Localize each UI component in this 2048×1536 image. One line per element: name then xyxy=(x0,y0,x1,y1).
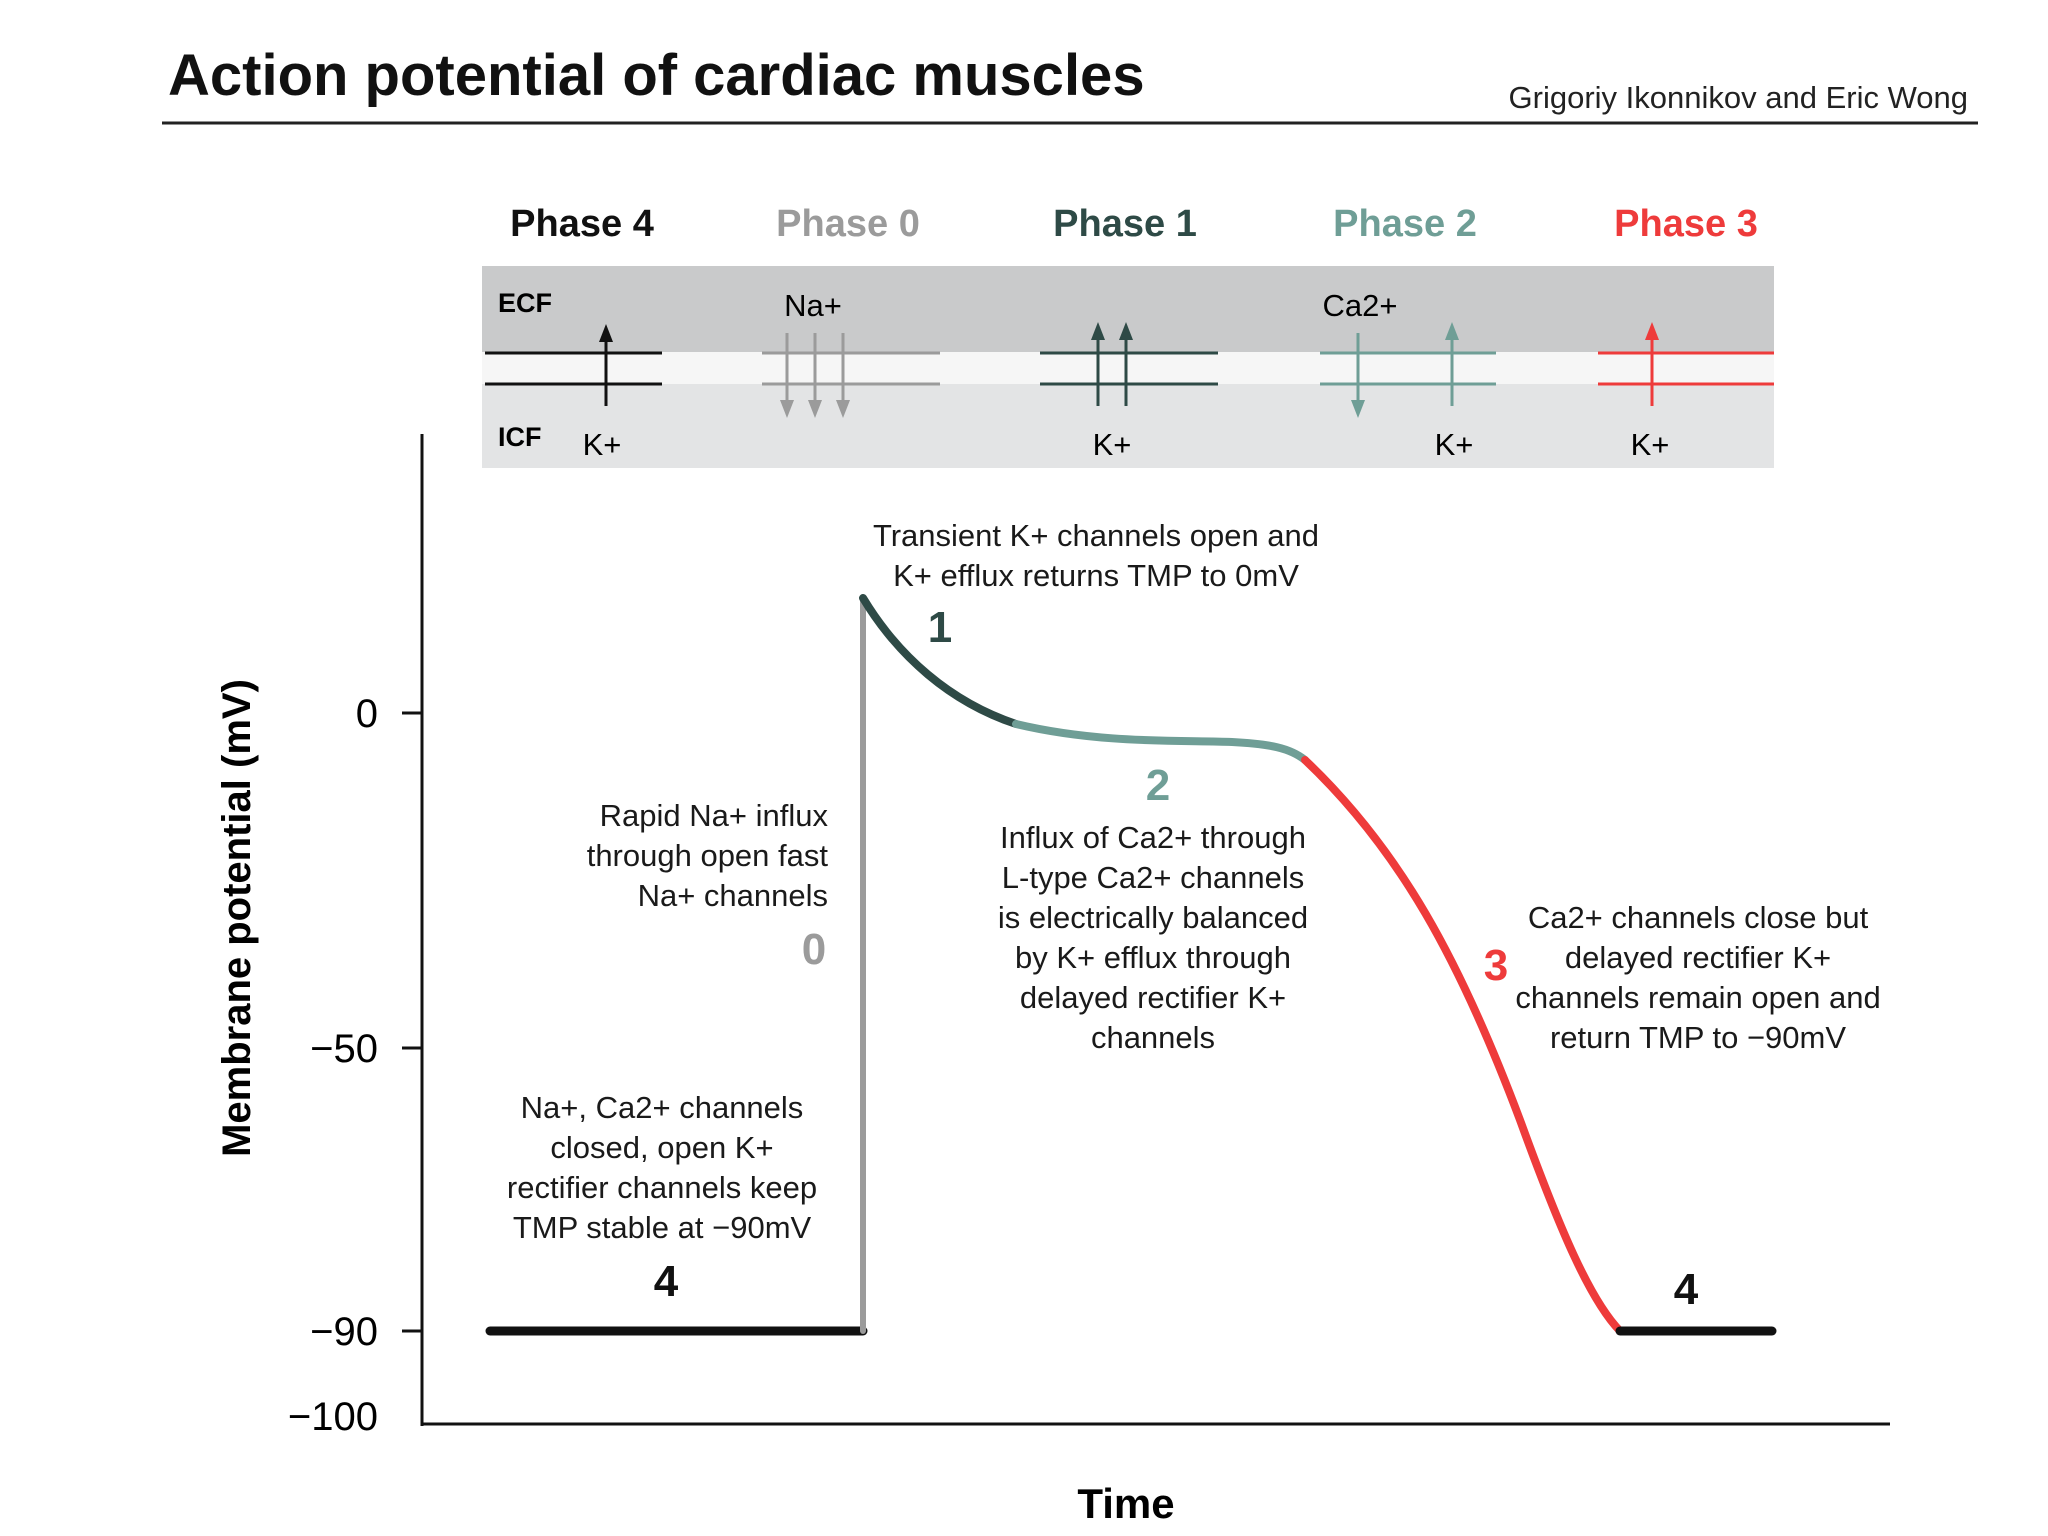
ytick-label-minus50: −50 xyxy=(310,1027,378,1071)
annotation-line: Rapid Na+ influx xyxy=(600,798,829,833)
annotation-line: rectifier channels keep xyxy=(507,1170,817,1205)
phase1-ion: K+ xyxy=(1093,427,1132,462)
axes xyxy=(402,434,1890,1426)
membrane-gap xyxy=(482,352,1774,384)
arrow-up-icon xyxy=(1119,322,1133,340)
annotation-phase0: Rapid Na+ influx through open fast Na+ c… xyxy=(587,798,829,913)
annotation-phase1: Transient K+ channels open and K+ efflux… xyxy=(873,518,1319,593)
phase-heading-0: Phase 0 xyxy=(776,203,920,245)
x-axis-label: Time xyxy=(1077,1480,1174,1527)
icf-label: ICF xyxy=(498,422,542,452)
curve-label-4-start: 4 xyxy=(654,1257,679,1306)
phase-heading-1: Phase 1 xyxy=(1053,203,1197,245)
action-potential-curve xyxy=(485,594,1777,1336)
phase1-channel xyxy=(1040,322,1218,406)
phase-heading-4: Phase 4 xyxy=(510,203,654,245)
phase3-channel xyxy=(1598,322,1774,406)
annotation-line: channels xyxy=(1091,1020,1215,1055)
curve-label-4-end: 4 xyxy=(1674,1265,1699,1314)
curve-label-3: 3 xyxy=(1484,941,1508,990)
ytick-label-0: 0 xyxy=(356,692,378,736)
annotation-line: TMP stable at −90mV xyxy=(513,1210,812,1245)
curve-label-0: 0 xyxy=(802,925,826,974)
annotation-line: L-type Ca2+ channels xyxy=(1002,860,1304,895)
phase2-ion-bottom: K+ xyxy=(1435,427,1474,462)
annotation-line: is electrically balanced xyxy=(998,900,1308,935)
phase3-ion: K+ xyxy=(1631,427,1670,462)
phase0-ion: Na+ xyxy=(784,288,842,323)
annotation-line: through open fast xyxy=(587,838,829,873)
authors: Grigoriy Ikonnikov and Eric Wong xyxy=(1509,80,1968,115)
arrow-down-icon xyxy=(780,400,794,418)
annotation-line: Na+, Ca2+ channels xyxy=(521,1090,804,1125)
y-axis-label: Membrane potential (mV) xyxy=(215,679,259,1157)
ytick-label-minus90: −90 xyxy=(310,1310,378,1354)
arrow-down-icon xyxy=(1351,400,1365,418)
arrow-up-icon xyxy=(599,324,613,342)
page-title: Action potential of cardiac muscles xyxy=(168,43,1145,108)
annotation-line: delayed rectifier K+ xyxy=(1020,980,1286,1015)
ecf-label: ECF xyxy=(498,288,552,318)
arrow-up-icon xyxy=(1645,322,1659,340)
arrow-up-icon xyxy=(1091,322,1105,340)
arrow-down-icon xyxy=(836,400,850,418)
phase4-channel xyxy=(485,324,662,406)
curve-phase2 xyxy=(1012,720,1309,764)
arrow-down-icon xyxy=(808,400,822,418)
curve-label-2: 2 xyxy=(1146,761,1170,810)
annotation-line: Transient K+ channels open and xyxy=(873,518,1319,553)
annotation-line: closed, open K+ xyxy=(550,1130,773,1165)
ytick-label-minus100: −100 xyxy=(288,1395,378,1439)
curve-phase3 xyxy=(1301,756,1624,1335)
membrane-band: ECF ICF xyxy=(482,266,1774,468)
phase-headings: Phase 4 Phase 0 Phase 1 Phase 2 Phase 3 xyxy=(510,203,1758,245)
annotation-line: channels remain open and xyxy=(1515,980,1880,1015)
annotation-line: Influx of Ca2+ through xyxy=(1000,820,1306,855)
arrow-up-icon xyxy=(1445,322,1459,340)
phase0-channel xyxy=(762,333,940,418)
annotation-line: by K+ efflux through xyxy=(1015,940,1291,975)
icf-band xyxy=(482,384,1774,468)
curve-label-1: 1 xyxy=(928,603,952,652)
phase4-ion: K+ xyxy=(583,427,622,462)
annotation-line: Na+ channels xyxy=(638,878,828,913)
phase-heading-3: Phase 3 xyxy=(1614,203,1758,245)
annotation-line: delayed rectifier K+ xyxy=(1565,940,1831,975)
annotation-phase2: Influx of Ca2+ through L-type Ca2+ chann… xyxy=(998,820,1308,1055)
phase2-ion-top: Ca2+ xyxy=(1323,288,1398,323)
annotation-line: K+ efflux returns TMP to 0mV xyxy=(893,558,1299,593)
phase2-channel xyxy=(1320,322,1496,418)
annotation-phase4: Na+, Ca2+ channels closed, open K+ recti… xyxy=(507,1090,817,1245)
annotation-phase3: Ca2+ channels close but delayed rectifie… xyxy=(1515,900,1880,1055)
curve-phase1 xyxy=(859,594,1020,728)
phase-heading-2: Phase 2 xyxy=(1333,203,1477,245)
annotation-line: Ca2+ channels close but xyxy=(1528,900,1869,935)
annotation-line: return TMP to −90mV xyxy=(1550,1020,1846,1055)
